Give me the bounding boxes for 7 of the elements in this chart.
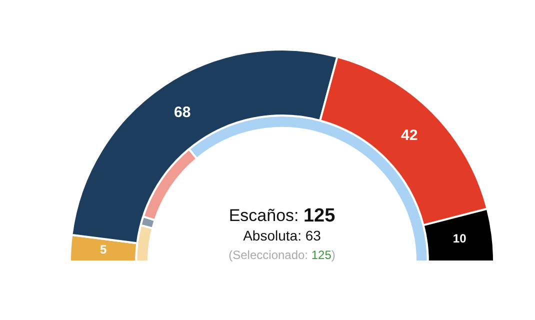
data-label: 5 — [100, 242, 108, 257]
text: Absoluta: 63 — [243, 227, 322, 244]
text: (Seleccionado: 125) — [228, 248, 336, 262]
data-label: 10 — [452, 231, 467, 246]
data-label: 42 — [401, 126, 418, 144]
data-label: 68 — [174, 104, 191, 121]
text: Escaños: 125 — [228, 206, 336, 227]
